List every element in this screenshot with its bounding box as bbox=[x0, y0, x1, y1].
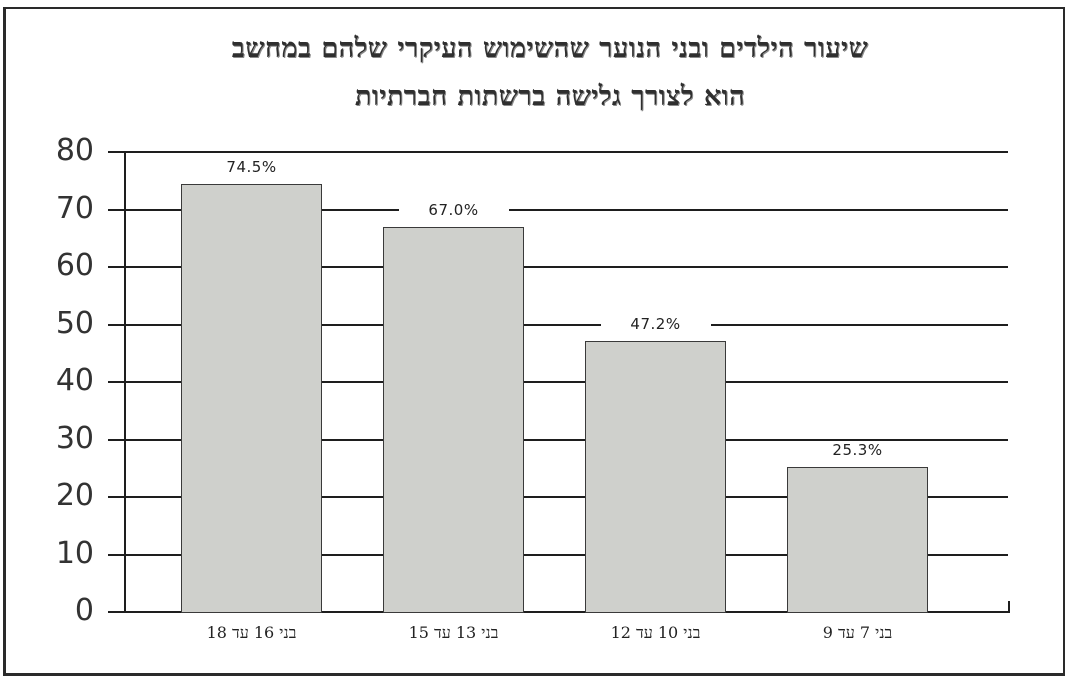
y-tick-label: 80 bbox=[55, 133, 94, 168]
gridline bbox=[108, 381, 1008, 383]
y-tick-label: 50 bbox=[55, 305, 94, 341]
gridline bbox=[108, 438, 1008, 441]
y-tick-label: 10 bbox=[55, 535, 94, 571]
x-category-label: בני 13 עד 15 bbox=[408, 623, 499, 642]
x-category-label: בני 16 עד 18 bbox=[206, 623, 297, 642]
gridline bbox=[108, 266, 1008, 268]
gridline bbox=[108, 323, 1008, 326]
gridline bbox=[108, 208, 1008, 211]
y-tick-label: 70 bbox=[55, 190, 94, 226]
x-axis-end-tick bbox=[1008, 601, 1010, 613]
bar bbox=[181, 183, 322, 613]
bar-value-label: 74.5% bbox=[196, 157, 307, 176]
y-tick-label: 0 bbox=[74, 593, 94, 628]
bar bbox=[787, 466, 928, 613]
gridline bbox=[108, 151, 1008, 153]
chart-title-line-1: שיעור הילדים ובני הנוער שהשימוש העיקרי ש… bbox=[231, 33, 869, 64]
y-tick-label: 40 bbox=[55, 363, 94, 398]
y-tick-label: 60 bbox=[55, 248, 94, 283]
chart-title-line-2: הוא לצורך גלישה ברשתות חברתיות bbox=[354, 81, 746, 112]
bar-value-label: 25.3% bbox=[802, 440, 913, 459]
bar bbox=[383, 226, 524, 613]
y-tick-label: 30 bbox=[55, 420, 94, 456]
y-axis-line bbox=[124, 152, 126, 613]
gridline bbox=[108, 496, 1008, 498]
bar-value-label: 67.0% bbox=[398, 200, 509, 219]
x-category-label: בני 10 עד 12 bbox=[610, 623, 701, 642]
y-tick-label: 20 bbox=[55, 478, 94, 513]
x-category-label: בני 7 עד 9 bbox=[822, 623, 893, 642]
bar-value-label: 47.2% bbox=[600, 314, 711, 333]
gridline bbox=[108, 553, 1008, 556]
bar bbox=[585, 340, 726, 613]
x-axis-line bbox=[108, 611, 1008, 613]
